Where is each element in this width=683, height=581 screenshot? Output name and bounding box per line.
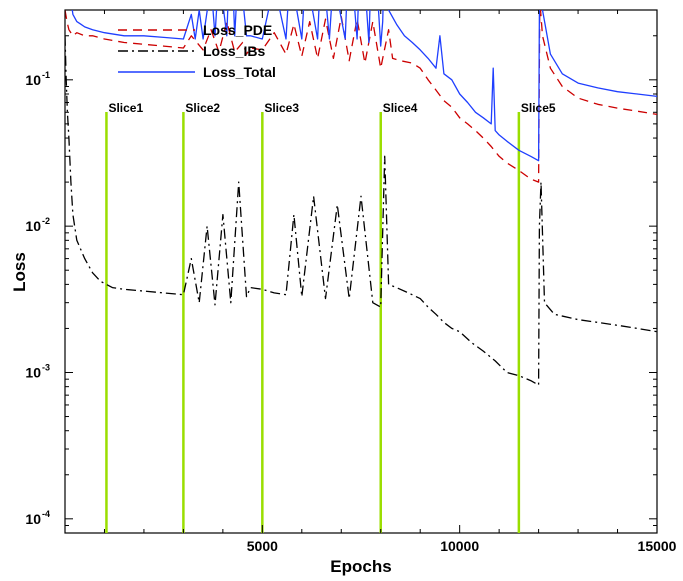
x-tick-label: 5000 [247,538,278,554]
series-line-loss-ibs [65,35,657,386]
y-tick-label: 10 -4 [25,509,50,527]
y-tick-label: 10 -2 [25,216,50,234]
y-tick-exponent: -4 [42,509,50,519]
y-tick-label: 10 -1 [25,70,50,88]
plot-frame [64,9,658,534]
series-line-loss-pde [65,10,657,183]
legend-label: Loss_Total [203,64,276,80]
legend-label: Loss_PDE [203,22,272,38]
x-tick-label: 15000 [638,538,677,554]
slice-lines [105,112,521,533]
slice-label-2: Slice2 [185,101,220,115]
y-tick-base: 10 [25,364,41,380]
y-tick-exponent: -2 [42,216,50,226]
slice-label-3: Slice3 [264,101,299,115]
y-tick-label: 10 -3 [25,362,50,380]
x-axis-label: Epochs [330,557,391,576]
y-tick-exponent: -3 [42,362,50,372]
legend-label: Loss_IBs [203,43,265,59]
slice-label-4: Slice4 [383,101,418,115]
y-axis-label: Loss [10,252,29,292]
series-lines [65,10,657,386]
y-tick-base: 10 [25,72,41,88]
y-axis-ticks: 10-410-310-210-1100101 [25,35,657,534]
y-tick-base: 10 [25,511,41,527]
legend: Loss_PDE Loss_IBs Loss_Total [118,22,276,80]
x-axis-ticks: 5000 10000 15000 [64,10,677,554]
y-tick-exponent: -1 [42,70,50,80]
y-tick-base: 10 [25,218,41,234]
slice-label-5: Slice5 [521,101,556,115]
x-tick-label: 10000 [440,538,479,554]
slice-label-1: Slice1 [108,101,143,115]
series-line-loss-total [71,10,657,162]
slice-labels: Slice1 Slice2 Slice3 Slice4 Slice5 [108,101,555,115]
